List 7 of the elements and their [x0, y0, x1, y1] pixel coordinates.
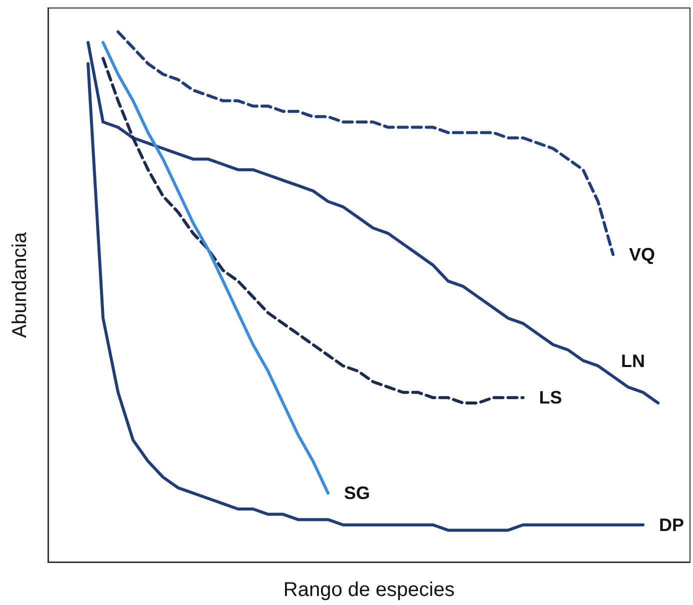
x-axis-title: Rango de especies — [283, 579, 455, 601]
y-axis-title: Abundancia — [9, 231, 31, 338]
series-label: DP — [659, 514, 684, 535]
series-label: SG — [344, 483, 370, 504]
series-label: LS — [539, 388, 562, 408]
series-label: VQ — [629, 244, 656, 265]
series-label: LN — [621, 350, 646, 371]
